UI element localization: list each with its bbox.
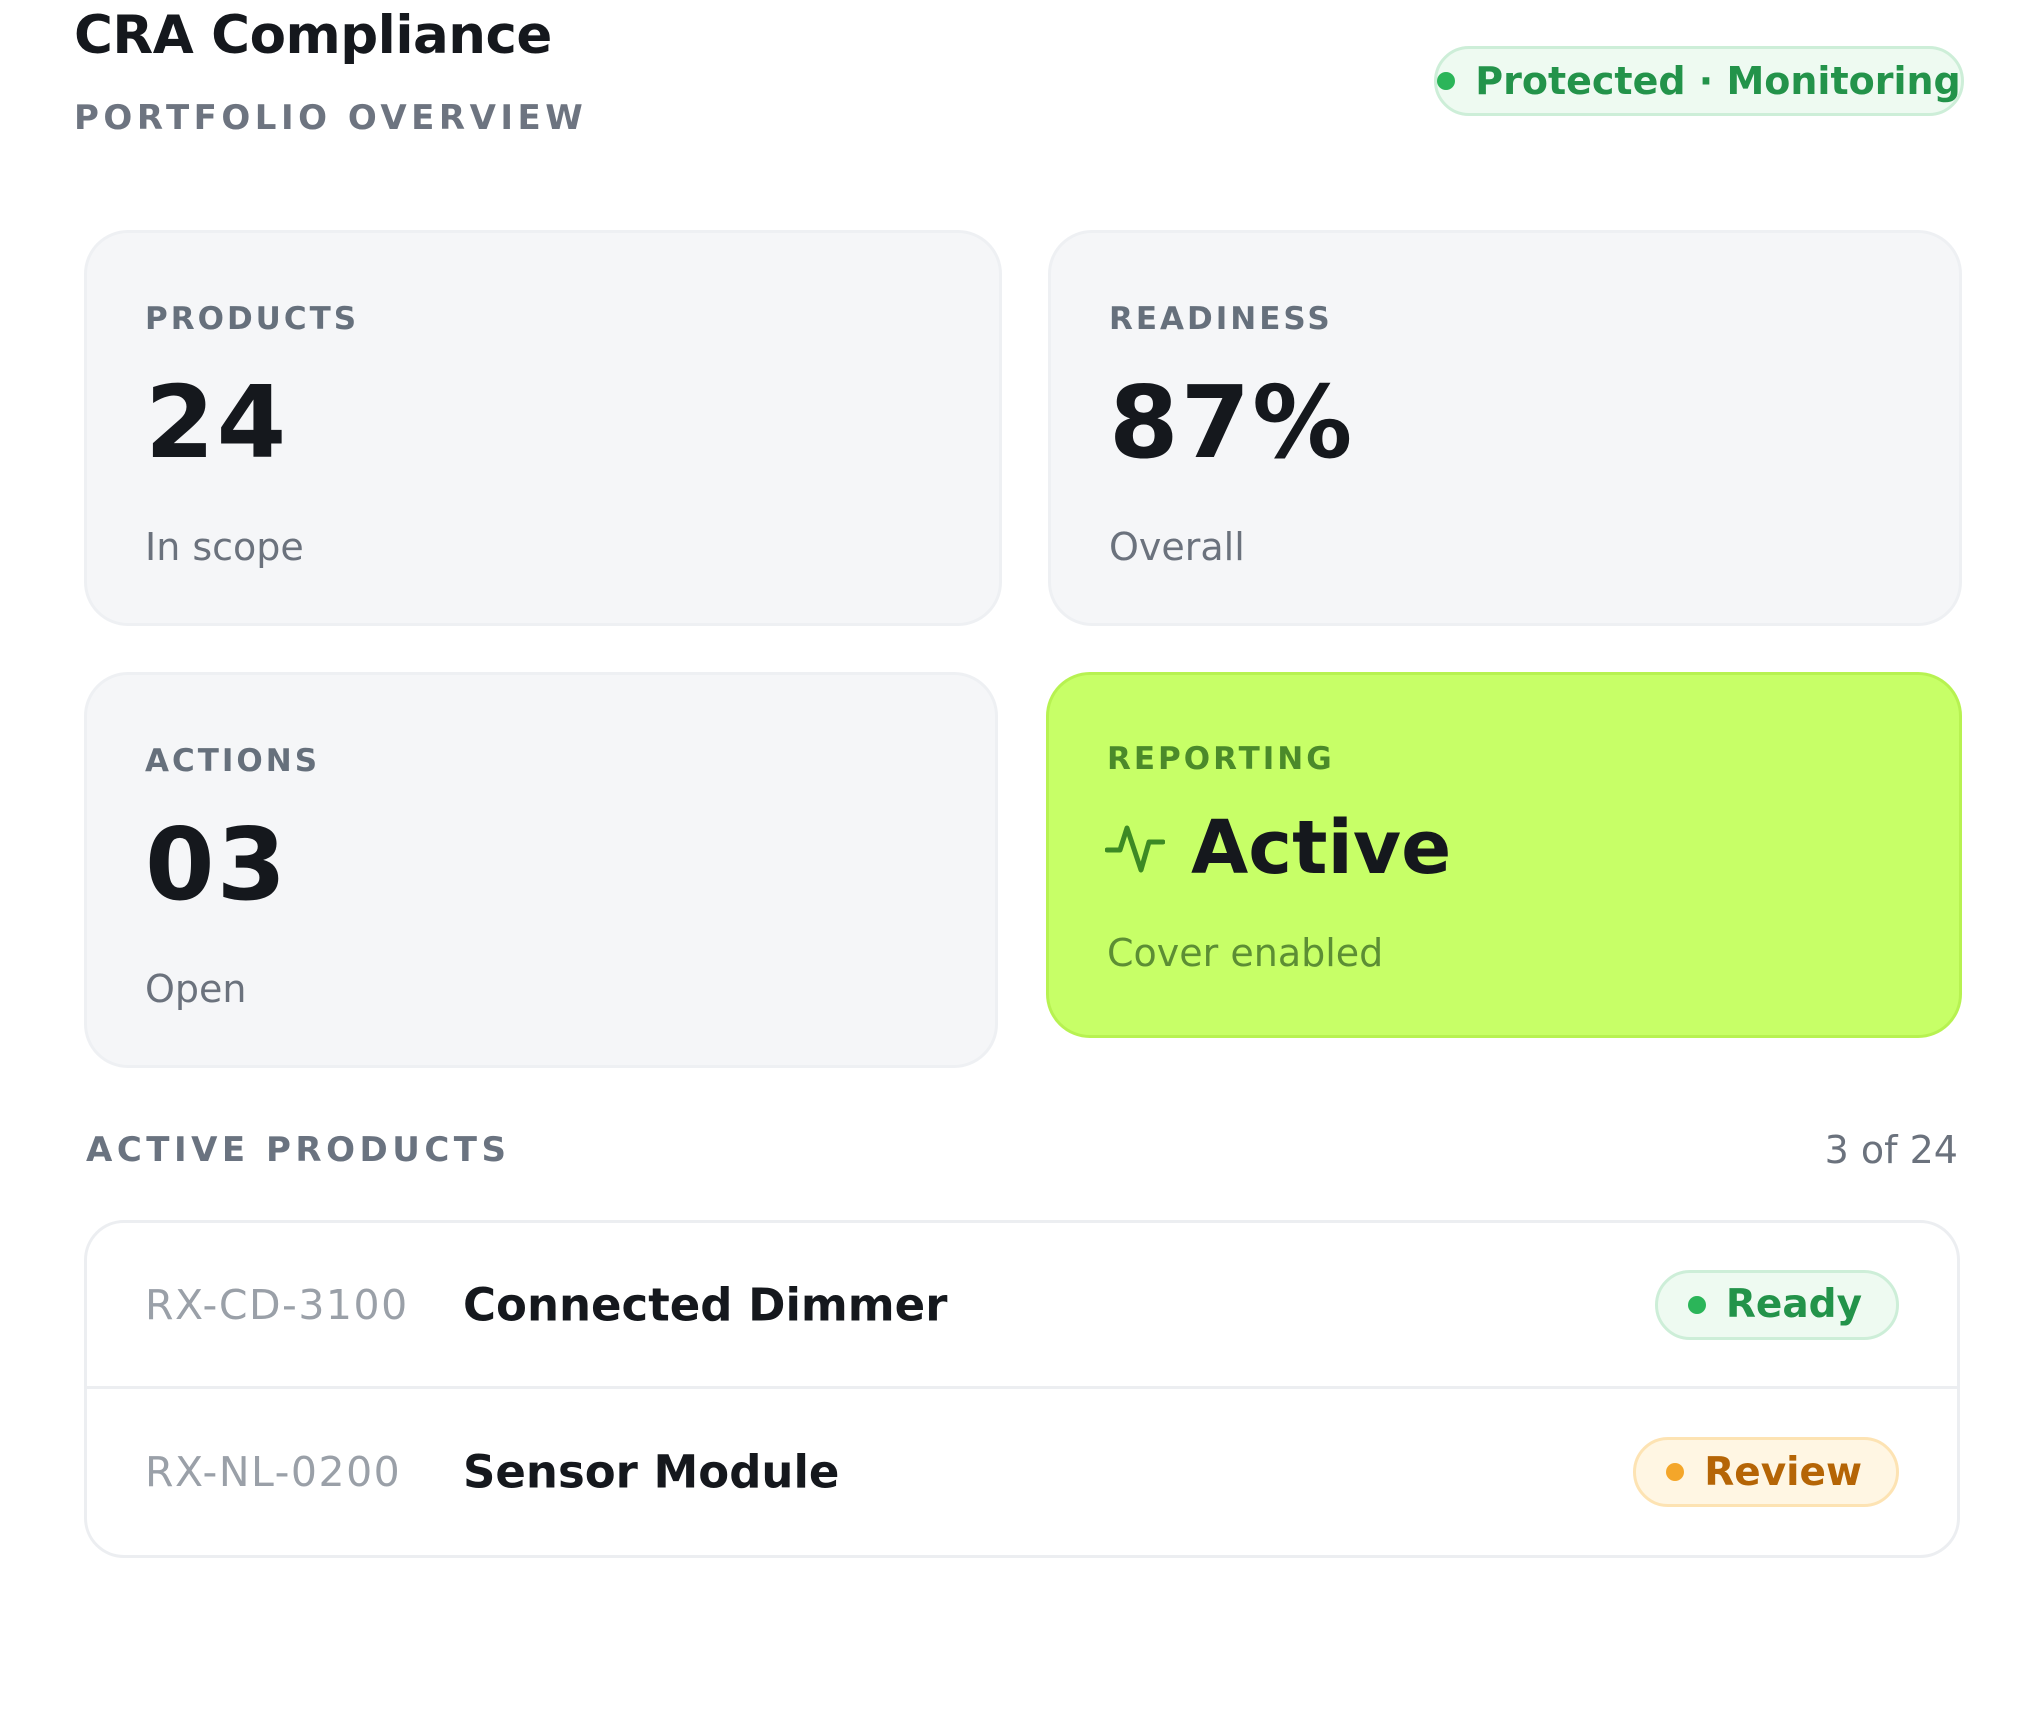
product-name: Connected Dimmer: [463, 1278, 948, 1331]
readiness-card-caption: Overall: [1109, 525, 1245, 569]
reporting-card-label: REPORTING: [1107, 741, 1335, 777]
status-dot-icon: [1437, 72, 1456, 90]
active-products-count: 3 of 24: [1824, 1128, 1958, 1172]
reporting-card-value: Active: [1191, 805, 1452, 891]
product-row[interactable]: RX-CD-3100 Connected Dimmer Ready: [87, 1223, 1957, 1389]
status-badge-label: Ready: [1725, 1282, 1862, 1327]
product-row[interactable]: RX-NL-0200 Sensor Module Review: [87, 1389, 1957, 1555]
page-title: CRA Compliance: [74, 5, 552, 66]
actions-card-label: ACTIONS: [145, 743, 321, 779]
product-name: Sensor Module: [463, 1445, 840, 1499]
status-badge[interactable]: Review: [1633, 1437, 1899, 1507]
readiness-card-value: 87%: [1109, 364, 1355, 481]
activity-pulse-icon: [1105, 825, 1165, 873]
actions-card[interactable]: ACTIONS 03 Open: [84, 672, 998, 1068]
product-sku: RX-CD-3100: [145, 1280, 409, 1329]
products-card-value: 24: [145, 364, 289, 481]
product-sku: RX-NL-0200: [145, 1448, 402, 1496]
readiness-card-label: READINESS: [1109, 301, 1333, 337]
reporting-card-caption: Cover enabled: [1107, 931, 1384, 975]
products-card-label: PRODUCTS: [145, 301, 360, 337]
products-card-caption: In scope: [145, 525, 304, 569]
active-products-title: ACTIVE PRODUCTS: [86, 1130, 511, 1170]
status-dot-icon: [1687, 1295, 1706, 1314]
actions-card-value: 03: [145, 806, 289, 923]
reporting-card[interactable]: REPORTING Active Cover enabled: [1046, 672, 1962, 1038]
status-dot-icon: [1666, 1463, 1685, 1481]
active-products-list: RX-CD-3100 Connected Dimmer Ready RX-NL-…: [84, 1220, 1960, 1558]
readiness-card[interactable]: READINESS 87% Overall: [1048, 230, 1962, 626]
products-card[interactable]: PRODUCTS 24 In scope: [84, 230, 1002, 626]
status-badge-label: Protected · Monitoring: [1475, 59, 1961, 103]
status-badge[interactable]: Ready: [1654, 1269, 1899, 1340]
actions-card-caption: Open: [145, 967, 247, 1011]
page-subtitle: PORTFOLIO OVERVIEW: [74, 98, 588, 138]
protection-status-badge[interactable]: Protected · Monitoring: [1434, 46, 1964, 116]
reporting-card-value-row: Active: [1105, 803, 1451, 893]
status-badge-label: Review: [1704, 1449, 1862, 1495]
